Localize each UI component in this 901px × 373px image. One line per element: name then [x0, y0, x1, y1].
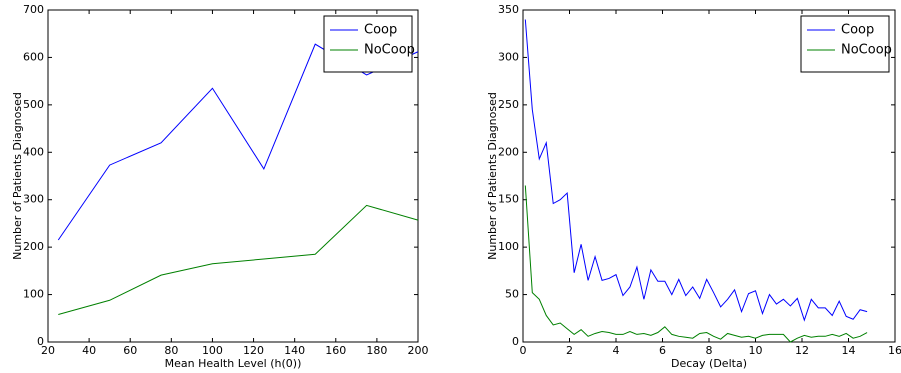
y-tick-label: 100: [23, 288, 44, 301]
x-axis-label: Decay (Delta): [671, 357, 747, 370]
x-tick-label: 40: [82, 344, 96, 357]
data-line: [57, 43, 419, 241]
x-tick-label: 10: [749, 344, 763, 357]
legend-label: Coop: [841, 23, 874, 38]
x-tick-label: 120: [243, 344, 264, 357]
y-tick-label: 0: [37, 335, 44, 348]
x-tick-label: 20: [41, 344, 55, 357]
legend-box: [323, 15, 413, 73]
x-tick-label: 6: [659, 344, 666, 357]
y-tick-label: 300: [498, 50, 519, 63]
y-tick-label: 0: [512, 335, 519, 348]
y-tick-label: 50: [505, 288, 519, 301]
y-tick-label: 350: [498, 3, 519, 16]
y-tick-label: 500: [23, 98, 44, 111]
x-tick-label: 8: [706, 344, 713, 357]
legend: Coop NoCoop: [323, 15, 415, 73]
y-tick-label: 400: [23, 145, 44, 158]
y-tick-label: 600: [23, 50, 44, 63]
data-line: [524, 19, 868, 322]
y-axis-label: Number of Patients Diagnosed: [11, 92, 24, 260]
data-line: [524, 185, 868, 343]
x-tick-label: 100: [202, 344, 223, 357]
y-tick-label: 300: [23, 193, 44, 206]
x-tick-label: 2: [566, 344, 573, 357]
legend: Coop NoCoop: [800, 15, 892, 73]
legend-label: NoCoop: [364, 43, 415, 58]
y-tick-label: 100: [498, 240, 519, 253]
x-tick-label: 200: [408, 344, 429, 357]
plot-frame: [47, 9, 419, 343]
y-tick-label: 150: [498, 193, 519, 206]
y-tick-label: 250: [498, 98, 519, 111]
x-tick-label: 140: [284, 344, 305, 357]
legend-label: NoCoop: [841, 43, 892, 58]
x-tick-label: 0: [520, 344, 527, 357]
y-tick-label: 200: [498, 145, 519, 158]
data-line: [58, 204, 419, 315]
x-tick-label: 14: [842, 344, 856, 357]
y-axis-label: Number of Patients Diagnosed: [486, 92, 499, 260]
x-tick-label: 16: [888, 344, 901, 357]
x-tick-label: 4: [613, 344, 620, 357]
x-tick-label: 12: [795, 344, 809, 357]
x-tick-label: 160: [325, 344, 346, 357]
x-tick-label: 60: [123, 344, 137, 357]
y-tick-label: 700: [23, 3, 44, 16]
x-tick-label: 80: [164, 344, 178, 357]
legend-box: [800, 15, 890, 73]
x-tick-label: 180: [366, 344, 387, 357]
y-tick-label: 200: [23, 240, 44, 253]
x-axis-label: Mean Health Level (h(0)): [165, 357, 302, 370]
legend-label: Coop: [364, 23, 397, 38]
